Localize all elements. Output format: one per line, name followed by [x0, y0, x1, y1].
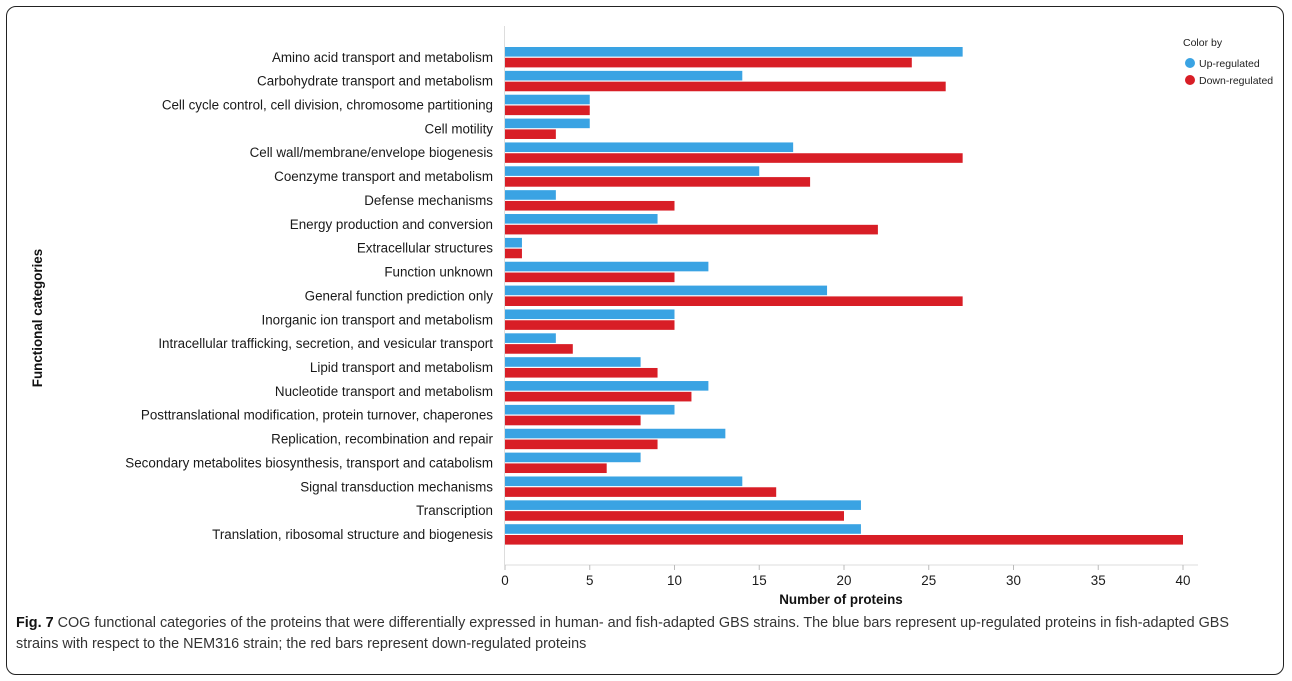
bar-up-regulated: [505, 381, 709, 391]
bar-down-regulated: [505, 439, 658, 450]
category-label: Lipid transport and metabolism: [310, 360, 493, 375]
bar-up-regulated: [505, 476, 743, 487]
bar-down-regulated: [505, 511, 844, 521]
bar-up-regulated: [505, 524, 861, 534]
x-tick-label: 10: [667, 573, 682, 588]
bar-up-regulated: [505, 500, 861, 510]
x-tick-label: 30: [1006, 573, 1021, 588]
x-tick-label: 0: [501, 573, 508, 588]
category-label: Inorganic ion transport and metabolism: [262, 312, 494, 327]
caption-text: COG functional categories of the protein…: [16, 615, 1229, 652]
figure-caption: Fig. 7 COG functional categories of the …: [16, 613, 1268, 655]
bar-down-regulated: [505, 367, 658, 378]
bar-up-regulated: [505, 404, 675, 415]
bar-up-regulated: [505, 190, 556, 200]
bar-down-regulated: [505, 535, 1183, 545]
bar-up-regulated: [505, 142, 794, 153]
x-tick-label: 20: [837, 573, 852, 588]
category-label: Defense mechanisms: [364, 193, 493, 208]
bar-down-regulated: [505, 391, 692, 402]
bar-down-regulated: [505, 415, 641, 426]
bar-up-regulated: [505, 309, 675, 320]
bar-up-regulated: [505, 261, 709, 272]
bar-down-regulated: [505, 177, 811, 187]
category-label: Carbohydrate transport and metabolism: [257, 74, 493, 89]
y-axis-title: Functional categories: [30, 249, 45, 387]
bar-down-regulated: [505, 463, 607, 474]
bar-down-regulated: [505, 129, 556, 139]
bar-up-regulated: [505, 357, 641, 367]
x-tick-label: 25: [921, 573, 936, 588]
category-label: Cell motility: [425, 121, 494, 136]
bar-up-regulated: [505, 94, 590, 105]
bar-up-regulated: [505, 166, 760, 176]
bar-up-regulated: [505, 237, 522, 248]
category-label: Intracellular trafficking, secretion, an…: [158, 336, 493, 351]
bar-up-regulated: [505, 452, 641, 463]
legend-label-up-regulated: Up-regulated: [1199, 58, 1260, 70]
category-label: Nucleotide transport and metabolism: [275, 384, 493, 399]
category-label: Posttranslational modification, protein …: [141, 408, 493, 423]
category-label: Translation, ribosomal structure and bio…: [212, 527, 493, 542]
bar-down-regulated: [505, 153, 963, 163]
bar-down-regulated: [505, 320, 675, 330]
category-label: Signal transduction mechanisms: [300, 479, 493, 494]
plot-area: Amino acid transport and metabolism Carbo…: [125, 26, 1198, 588]
category-label: General function prediction only: [305, 288, 494, 303]
legend-title: Color by: [1183, 37, 1223, 49]
category-label: Cell cycle control, cell division, chrom…: [162, 98, 493, 113]
category-label: Transcription: [416, 503, 493, 518]
bar-up-regulated: [505, 333, 556, 343]
bar-down-regulated: [505, 200, 675, 211]
x-tick-label: 15: [752, 573, 767, 588]
bar-down-regulated: [505, 248, 522, 259]
figure-label: Fig. 7: [16, 615, 54, 631]
legend-swatch-down-regulated: [1185, 75, 1195, 85]
bar-down-regulated: [505, 81, 946, 92]
legend-swatch-up-regulated: [1185, 58, 1195, 68]
figure-frame: [6, 6, 1284, 675]
legend: Color by Up-regulated Down-regulated: [1183, 37, 1273, 87]
bar-down-regulated: [505, 487, 777, 497]
x-axis-title: Number of proteins: [779, 592, 903, 607]
bar-up-regulated: [505, 118, 590, 129]
legend-label-down-regulated: Down-regulated: [1199, 75, 1273, 87]
category-label: Energy production and conversion: [290, 217, 493, 232]
x-tick-label: 40: [1176, 573, 1191, 588]
category-label: Coenzyme transport and metabolism: [274, 169, 493, 184]
category-label: Function unknown: [384, 265, 493, 280]
bar-down-regulated: [505, 57, 912, 68]
bar-up-regulated: [505, 70, 743, 81]
category-label: Secondary metabolites biosynthesis, tran…: [125, 455, 493, 470]
category-label: Amino acid transport and metabolism: [272, 50, 493, 65]
x-tick-label: 5: [586, 573, 593, 588]
bar-down-regulated: [505, 344, 573, 354]
category-label: Replication, recombination and repair: [271, 432, 493, 447]
category-label: Extracellular structures: [357, 241, 493, 256]
category-label: Cell wall/membrane/envelope biogenesis: [250, 145, 494, 160]
bar-up-regulated: [505, 285, 828, 296]
bar-down-regulated: [505, 296, 963, 306]
bar-down-regulated: [505, 272, 675, 283]
bar-up-regulated: [505, 214, 658, 224]
bar-down-regulated: [505, 224, 878, 235]
bar-chart: Amino acid transport and metabolism Carbo…: [30, 26, 1273, 607]
bar-down-regulated: [505, 105, 590, 116]
x-tick-label: 35: [1091, 573, 1106, 588]
bar-up-regulated: [505, 428, 726, 439]
bar-up-regulated: [505, 47, 963, 57]
